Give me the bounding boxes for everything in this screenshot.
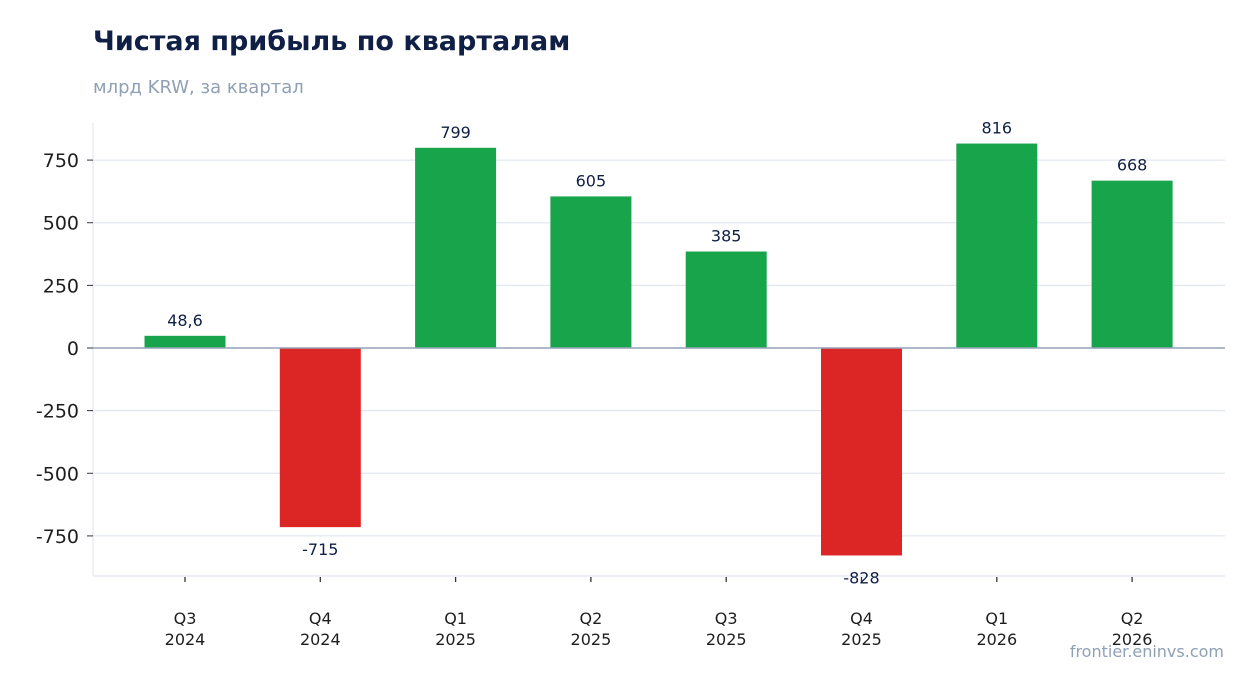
x-tick-label: Q1 2026 bbox=[976, 609, 1017, 649]
chart-title: Чистая прибыль по кварталам bbox=[93, 26, 571, 57]
bar bbox=[415, 147, 497, 348]
bar bbox=[685, 251, 767, 348]
x-tick-label: Q4 2025 bbox=[841, 609, 882, 649]
bar bbox=[144, 335, 226, 348]
source-watermark: frontier.eninvs.com bbox=[1069, 642, 1224, 661]
data-label: 816 bbox=[982, 119, 1013, 138]
y-tick-label: -250 bbox=[36, 401, 79, 423]
data-label: 605 bbox=[576, 171, 607, 190]
bar bbox=[821, 348, 902, 556]
x-tick-label: Q3 2025 bbox=[706, 609, 747, 649]
data-label: 385 bbox=[711, 227, 742, 246]
y-tick-label: 250 bbox=[43, 275, 79, 297]
bar bbox=[550, 196, 632, 348]
x-tick-label: Q3 2024 bbox=[165, 609, 206, 649]
y-tick-label: -500 bbox=[36, 463, 79, 485]
y-tick-label: -750 bbox=[36, 526, 79, 548]
chart-subtitle: млрд KRW, за квартал bbox=[93, 77, 304, 98]
x-tick-label: Q1 2025 bbox=[435, 609, 476, 649]
bar bbox=[1091, 180, 1173, 348]
y-tick-label: 0 bbox=[67, 338, 79, 360]
data-label: 668 bbox=[1117, 156, 1148, 175]
data-label: 799 bbox=[440, 123, 471, 142]
x-tick-label: Q4 2024 bbox=[300, 609, 341, 649]
y-tick-label: 750 bbox=[43, 150, 79, 172]
data-label: 48,6 bbox=[167, 311, 203, 330]
bar bbox=[956, 143, 1038, 348]
y-tick-label: 500 bbox=[43, 213, 79, 235]
x-tick-label: Q2 2026 bbox=[1112, 609, 1153, 649]
data-label: -715 bbox=[302, 540, 338, 559]
bar bbox=[279, 348, 361, 528]
x-tick-label: Q2 2025 bbox=[571, 609, 612, 649]
